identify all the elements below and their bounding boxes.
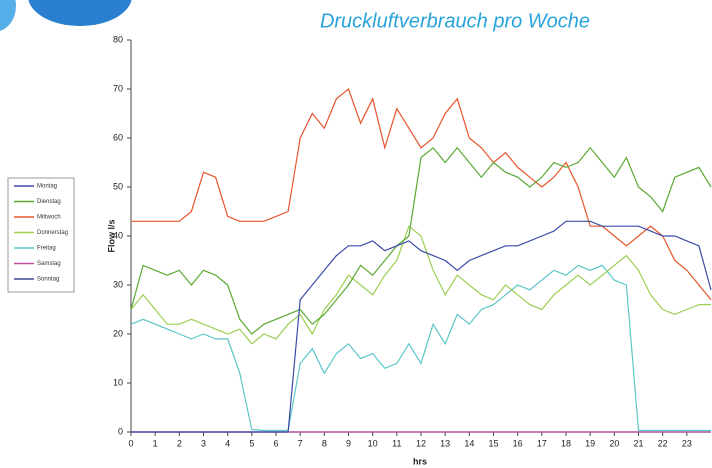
x-tick-label: 17 [537,438,547,448]
y-tick-label: 40 [113,230,123,240]
series-line [130,225,711,345]
x-tick-label: 16 [513,438,523,448]
y-tick-label: 70 [113,83,123,93]
legend-label: Montag [37,184,57,190]
x-tick-label: 15 [488,438,498,448]
x-tick-label: 10 [368,438,378,448]
x-tick-label: 1 [153,438,158,448]
legend-label: Sonntag [37,277,59,283]
legend-label: Dienstag [37,199,61,205]
legend-label: Samstag [37,261,61,267]
x-tick-label: 8 [322,438,327,448]
series-line [130,264,711,432]
legend-label: Donnerstag [37,230,68,236]
y-tick-label: 80 [113,34,123,44]
y-tick-label: 60 [113,132,123,142]
y-tick-label: 0 [118,426,123,436]
x-tick-label: 23 [682,438,692,448]
legend [7,177,75,293]
y-tick-label: 30 [113,279,123,289]
series-line [130,146,712,335]
x-tick-label: 11 [392,438,401,448]
decoration [28,0,132,26]
chart-title: Druckluftverbrauch pro Woche [320,10,590,32]
y-axis-label: Flow l/s [106,219,116,252]
x-tick-label: 5 [249,438,254,448]
y-tick-label: 20 [113,328,123,338]
decoration [0,0,16,32]
legend-label: Mittwoch [37,215,61,221]
legend-label: Freitag [37,246,56,252]
x-tick-label: 14 [464,438,474,448]
y-tick-label: 50 [113,181,123,191]
series-line [131,220,712,433]
x-tick-label: 0 [128,438,133,448]
x-tick-label: 21 [633,438,643,448]
legend-entries: Montag Dienstag Mittwoch Donnerstag Freitag S… [14,184,68,283]
x-tick-label: 2 [177,438,182,448]
y-tick-label: 10 [113,377,123,387]
x-tick-label: 9 [346,438,351,448]
x-tick-label: 13 [440,438,450,448]
x-tick-label: 22 [658,438,668,448]
x-tick-label: 4 [225,438,230,448]
x-tick-label: 6 [273,438,278,448]
x-tick-label: 20 [609,438,619,448]
x-tick-label: 12 [416,438,426,448]
x-tick-label: 7 [298,438,303,448]
x-tick-label: 3 [201,438,206,448]
x-tick-label: 19 [585,438,595,448]
x-axis-label: hrs [413,456,427,466]
x-tick-label: 18 [561,438,571,448]
series-line [131,87,712,301]
